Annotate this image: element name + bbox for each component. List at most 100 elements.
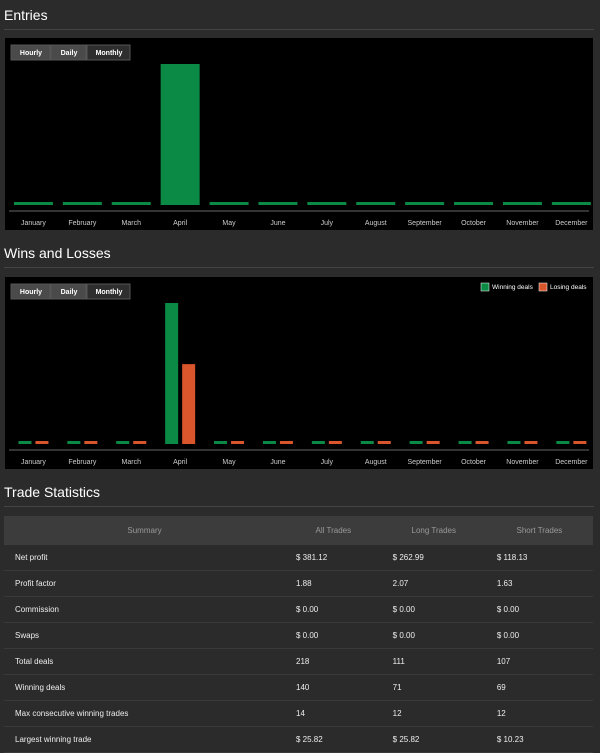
table-cell: 140 — [285, 674, 382, 701]
table-cell: $ 0.00 — [485, 596, 593, 623]
header-row: Summary All Trades Long Trades Short Trades — [4, 516, 593, 545]
section-title: Wins and Losses — [4, 245, 594, 268]
bar — [18, 441, 32, 444]
x-tick-label: June — [270, 459, 285, 466]
table-cell: $ 0.00 — [381, 622, 486, 649]
table-cell: 107 — [485, 648, 593, 675]
bar — [426, 441, 440, 444]
x-tick-label: December — [555, 459, 588, 466]
x-tick-label: September — [408, 459, 443, 466]
table-row: Commission $ 0.00 $ 0.00 $ 0.00 — [4, 596, 593, 623]
table-cell: Profit factor — [4, 570, 285, 597]
bar — [209, 202, 249, 205]
bar — [524, 441, 538, 444]
x-tick-label: November — [506, 459, 539, 466]
bar — [231, 441, 245, 444]
panel-bg — [5, 277, 593, 469]
section-title: Entries — [4, 7, 594, 30]
table-row: Max consecutive winning trades 14 12 12 — [4, 700, 593, 727]
table-row: Profit factor 1.88 2.07 1.63 — [4, 570, 593, 597]
bar — [507, 441, 521, 444]
x-tick-label: February — [68, 459, 97, 466]
tab-label[interactable]: Hourly — [20, 289, 42, 296]
tab-label[interactable]: Daily — [61, 289, 78, 296]
x-tick-label: January — [21, 220, 46, 227]
bar — [84, 441, 98, 444]
bar — [454, 202, 494, 205]
table-cell: $ 0.00 — [485, 622, 593, 649]
x-tick-label: February — [68, 220, 97, 227]
x-tick-label: March — [122, 220, 142, 227]
table-row: Largest winning trade $ 25.82 $ 25.82 $ 10.… — [4, 726, 593, 753]
chart-panel: Hourly Daily Monthly January February March Ap… — [5, 38, 593, 230]
bar — [475, 441, 489, 444]
table-cell: 218 — [285, 648, 382, 675]
x-tick-label: October — [461, 220, 487, 227]
tab[interactable] — [50, 44, 87, 61]
x-tick-label: August — [365, 459, 387, 466]
tab-label[interactable]: Monthly — [96, 289, 123, 296]
tab[interactable] — [86, 283, 131, 300]
table-row: Total deals 218 111 107 — [4, 648, 593, 675]
x-tick-label: December — [555, 220, 588, 227]
x-tick-label: May — [222, 220, 236, 227]
table-cell: $ 118.13 — [485, 545, 593, 571]
x-tick-label: September — [408, 220, 443, 227]
bar — [258, 202, 298, 205]
tab-label[interactable]: Monthly — [96, 50, 123, 57]
x-tick-label: March — [122, 459, 142, 466]
x-tick-label: November — [506, 220, 539, 227]
x-tick-label: April — [173, 459, 187, 466]
table-cell: 2.07 — [381, 570, 486, 597]
stats-table: Summary All Trades Long Trades Short Trades… — [4, 516, 593, 753]
bar — [13, 202, 53, 205]
bar — [573, 441, 587, 444]
tab-label[interactable]: Hourly — [20, 50, 42, 57]
table-cell: Net profit — [4, 545, 285, 571]
tab[interactable] — [10, 283, 51, 300]
x-tick-label: January — [21, 459, 46, 466]
tab-label[interactable]: Daily — [61, 50, 78, 57]
table-cell: 69 — [485, 674, 593, 701]
table-cell: Total deals — [4, 648, 285, 675]
bar — [502, 202, 542, 205]
table-cell: $ 10.23 — [485, 726, 593, 753]
x-tick-label: May — [222, 459, 236, 466]
table-cell: $ 0.00 — [285, 596, 382, 623]
bar — [311, 441, 325, 444]
chart-panel: Hourly Daily Monthly January February March Ap… — [5, 277, 593, 469]
x-tick-label: July — [321, 220, 334, 227]
table-cell: $ 25.82 — [285, 726, 382, 753]
column-header: Summary — [4, 516, 285, 545]
column-header: All Trades — [285, 516, 382, 545]
bar — [360, 441, 374, 444]
table-cell: 1.63 — [485, 570, 593, 597]
table-row: Net profit $ 381.12 $ 262.99 $ 118.13 — [4, 545, 593, 571]
legend-label: Losing deals — [550, 284, 587, 291]
table-cell: $ 0.00 — [285, 622, 382, 649]
tab[interactable] — [50, 283, 87, 300]
table-row: Swaps $ 0.00 $ 0.00 $ 0.00 — [4, 622, 593, 649]
table-cell: Winning deals — [4, 674, 285, 701]
bar — [458, 441, 472, 444]
table-cell: 14 — [285, 700, 382, 727]
bar — [111, 202, 151, 205]
table-cell: $ 0.00 — [381, 596, 486, 623]
x-tick-label: August — [365, 220, 387, 227]
table-cell: 12 — [485, 700, 593, 727]
bar — [307, 202, 347, 205]
table-cell: Max consecutive winning trades — [4, 700, 285, 727]
column-header: Long Trades — [381, 516, 486, 545]
table-row: Winning deals 140 71 69 — [4, 674, 593, 701]
bar — [556, 441, 570, 444]
bar — [409, 441, 423, 444]
bar — [182, 364, 196, 444]
table-cell: Commission — [4, 596, 285, 623]
bar — [35, 441, 49, 444]
bar — [62, 202, 102, 205]
table-cell: 1.88 — [285, 570, 382, 597]
table-cell: $ 381.12 — [285, 545, 382, 571]
tab[interactable] — [10, 44, 51, 61]
column-header: Short Trades — [485, 516, 593, 545]
tab[interactable] — [86, 44, 131, 61]
